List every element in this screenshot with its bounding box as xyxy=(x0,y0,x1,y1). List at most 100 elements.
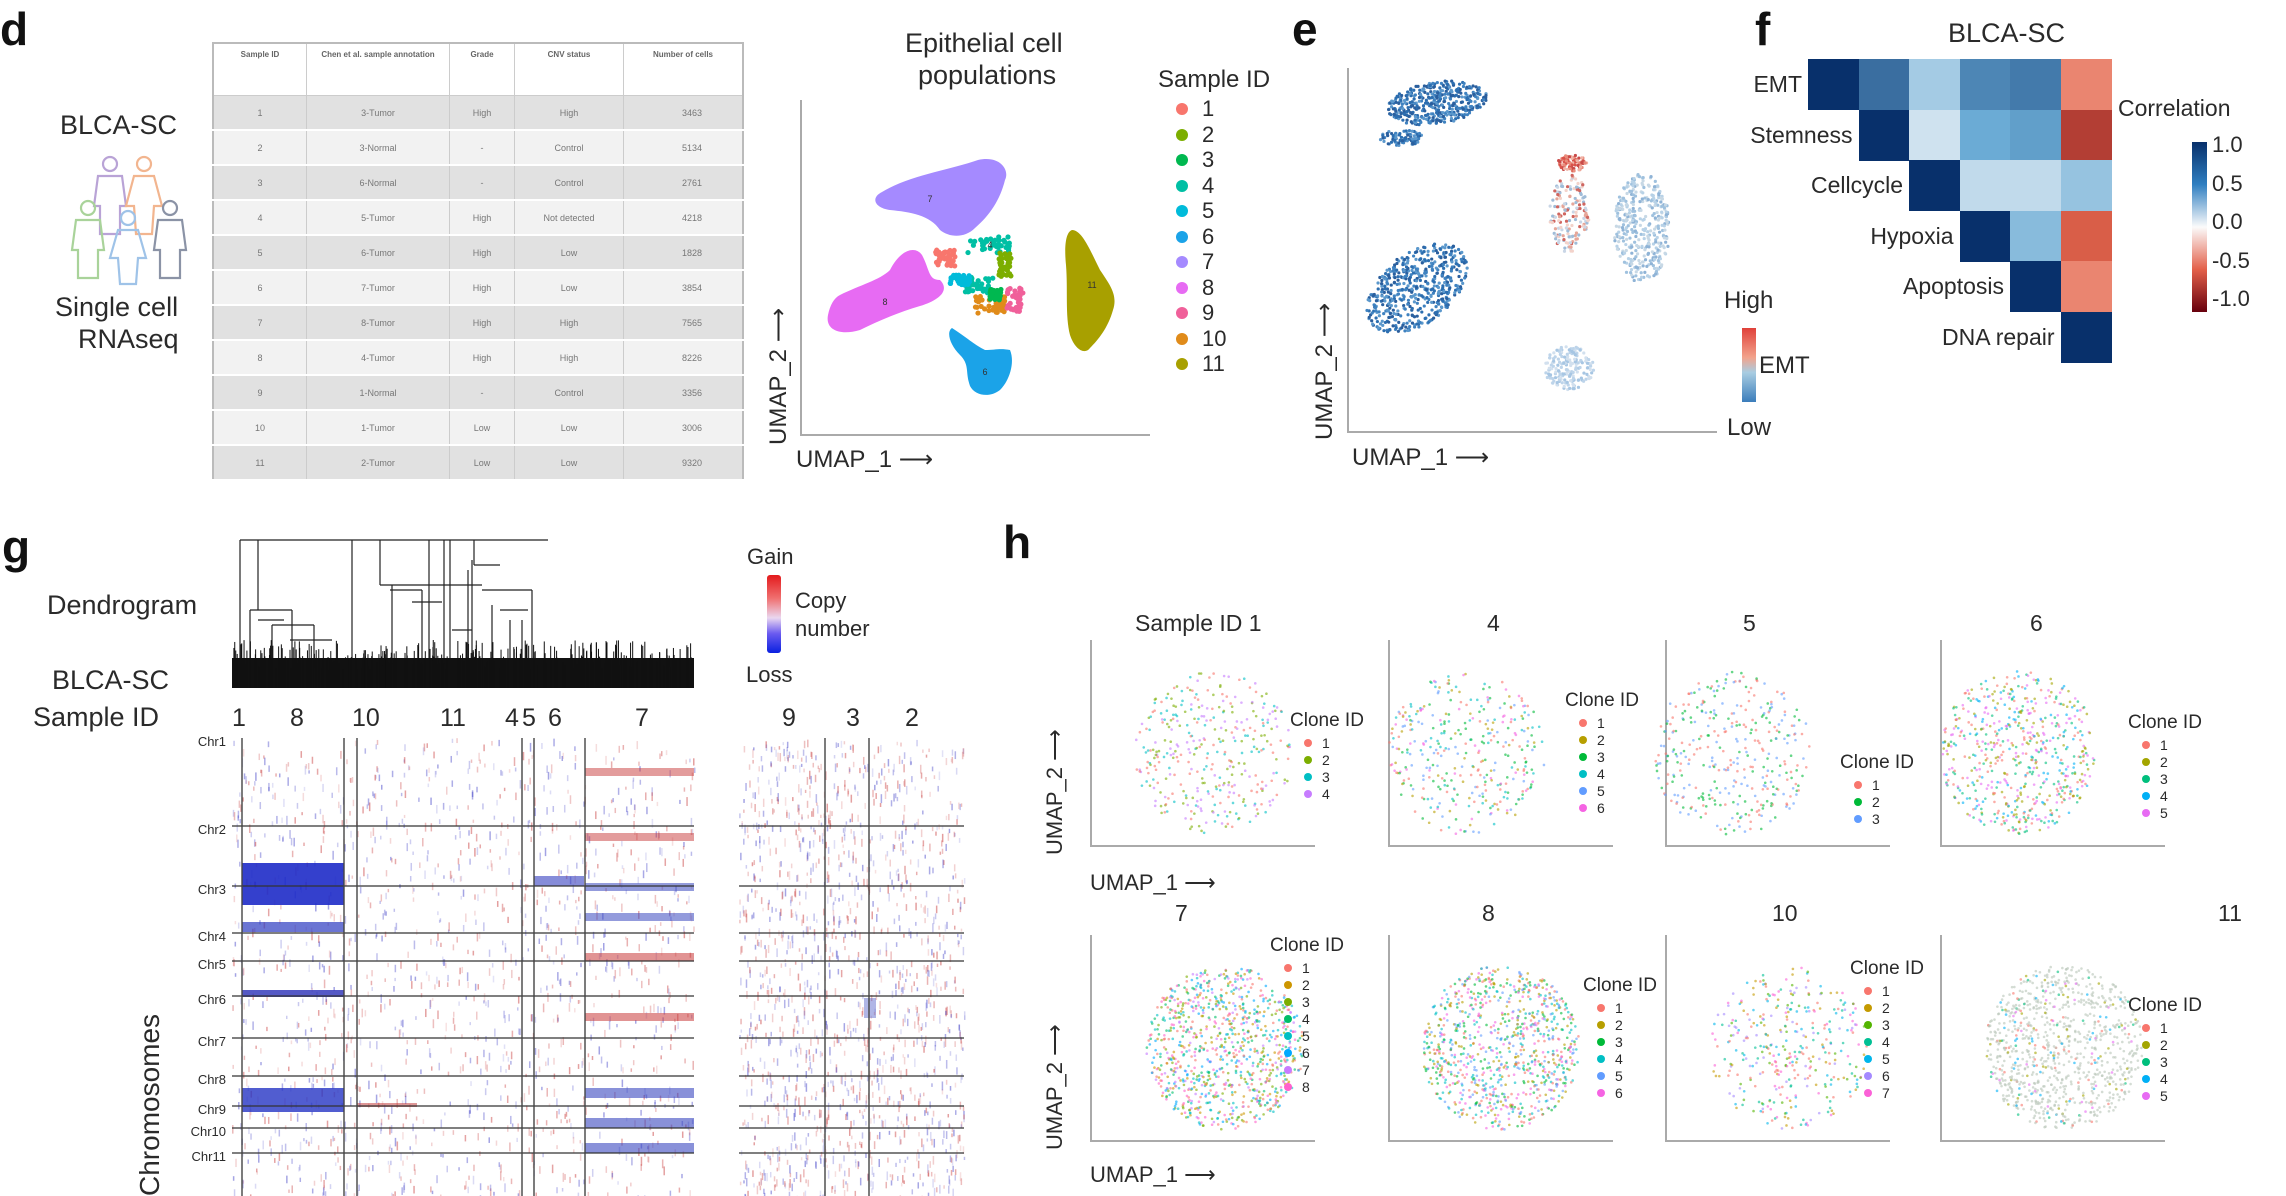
cell-point xyxy=(1211,795,1215,798)
cell-point xyxy=(1655,210,1659,215)
cell-point xyxy=(1221,739,1225,743)
cell-point xyxy=(1253,1047,1257,1051)
cell-point xyxy=(1258,1096,1262,1100)
cell-point xyxy=(1484,799,1488,802)
cell-point xyxy=(1219,1058,1222,1061)
cell-point xyxy=(1653,203,1657,208)
cell-point xyxy=(1250,1099,1254,1103)
cell-point xyxy=(1174,1080,1177,1084)
cell-point xyxy=(1214,1015,1217,1019)
cell-point xyxy=(1225,1007,1228,1011)
cell-point xyxy=(1474,85,1478,89)
cell-point xyxy=(1241,1006,1245,1010)
cell-point xyxy=(2035,799,2039,803)
cell-point xyxy=(1441,114,1446,118)
cell-point xyxy=(1647,245,1651,249)
cell-point xyxy=(1695,706,1699,709)
cell-point xyxy=(1552,359,1556,363)
cell-point xyxy=(1263,1103,1267,1107)
cell-point xyxy=(1187,747,1191,751)
cell-point xyxy=(2056,713,2060,717)
cell-point xyxy=(1395,282,1399,286)
legend-label: 6 xyxy=(1597,799,1605,816)
cell-point xyxy=(1275,1101,1279,1104)
cell-point xyxy=(2058,733,2062,737)
cell-point xyxy=(1205,707,1209,710)
cell-point xyxy=(1663,228,1667,232)
cell-point xyxy=(1438,787,1442,791)
cell-point xyxy=(1163,795,1167,799)
cell-point xyxy=(2005,773,2009,776)
cell-point xyxy=(1485,773,1489,777)
cell-point xyxy=(1249,1110,1252,1114)
cell-point xyxy=(1657,230,1662,234)
cell-point xyxy=(1205,1027,1208,1031)
cell-point xyxy=(1437,785,1440,789)
cnv-legend-gain: Gain xyxy=(747,544,794,569)
cell-point xyxy=(1169,740,1173,743)
cell-point xyxy=(1172,704,1175,707)
cell-point xyxy=(1682,703,1685,706)
cell-point xyxy=(1423,316,1427,321)
cell-point xyxy=(1191,796,1195,800)
cell-point xyxy=(2037,774,2041,777)
cell-point xyxy=(1630,262,1634,266)
dendrogram xyxy=(232,539,694,688)
cell-point xyxy=(2014,808,2017,812)
cell-point xyxy=(1257,976,1261,980)
cell-point xyxy=(1547,366,1551,370)
cell-point xyxy=(1167,1081,1171,1085)
cell-point xyxy=(2010,811,2014,814)
cell-point xyxy=(1192,1009,1195,1013)
cell-point xyxy=(1643,248,1647,252)
cell-point xyxy=(2026,731,2030,735)
cell-point xyxy=(1273,1051,1277,1054)
cell-point xyxy=(1533,745,1536,748)
cell-point xyxy=(1280,1010,1284,1014)
cell-point xyxy=(1710,685,1714,688)
cell-point xyxy=(1454,832,1458,836)
cell-point xyxy=(1398,138,1402,142)
cell-point xyxy=(1652,231,1656,235)
cell-point xyxy=(1145,766,1149,770)
table-row: 11 2-Tumor Low Low 9320 xyxy=(212,445,744,481)
cell-point xyxy=(1268,1098,1272,1102)
cell-point xyxy=(1544,371,1548,375)
cell-point xyxy=(1248,1088,1252,1092)
cell-point xyxy=(1422,742,1425,745)
cell-point xyxy=(1259,989,1263,992)
cell-point xyxy=(1255,1049,1259,1053)
cell-point xyxy=(2054,697,2058,700)
cell-point xyxy=(1486,700,1490,704)
cell-point xyxy=(1233,1090,1237,1094)
cell-point xyxy=(1452,787,1456,790)
cell-point xyxy=(1484,780,1487,784)
cell-point xyxy=(1496,783,1500,787)
cell-point xyxy=(2000,790,2004,794)
cell-point xyxy=(1236,974,1240,977)
cell-point xyxy=(1983,711,1986,714)
cell-point xyxy=(1268,998,1272,1002)
cell-point xyxy=(1190,1055,1193,1058)
cell-point xyxy=(2054,724,2058,728)
cell-point xyxy=(1407,114,1411,119)
cell-point xyxy=(2079,755,2082,759)
cell-point xyxy=(1554,233,1558,237)
cell-point xyxy=(2035,818,2039,821)
cell-point xyxy=(1386,133,1390,138)
cell-point xyxy=(1976,779,1979,783)
cell-point xyxy=(1414,257,1418,262)
cell-point xyxy=(1456,752,1460,755)
cell-point xyxy=(1440,731,1443,735)
cell-point xyxy=(1630,189,1634,193)
cell-point xyxy=(1567,235,1571,239)
cell-point xyxy=(1985,688,1989,691)
cell-point xyxy=(1728,823,1731,827)
cell-point xyxy=(1429,293,1433,297)
cell-point xyxy=(1196,786,1199,790)
cell-point xyxy=(1613,239,1617,243)
cell-point xyxy=(1452,119,1456,123)
cell-point xyxy=(1532,710,1535,714)
cell-point xyxy=(1993,800,1996,804)
cell-point xyxy=(1239,1046,1243,1050)
